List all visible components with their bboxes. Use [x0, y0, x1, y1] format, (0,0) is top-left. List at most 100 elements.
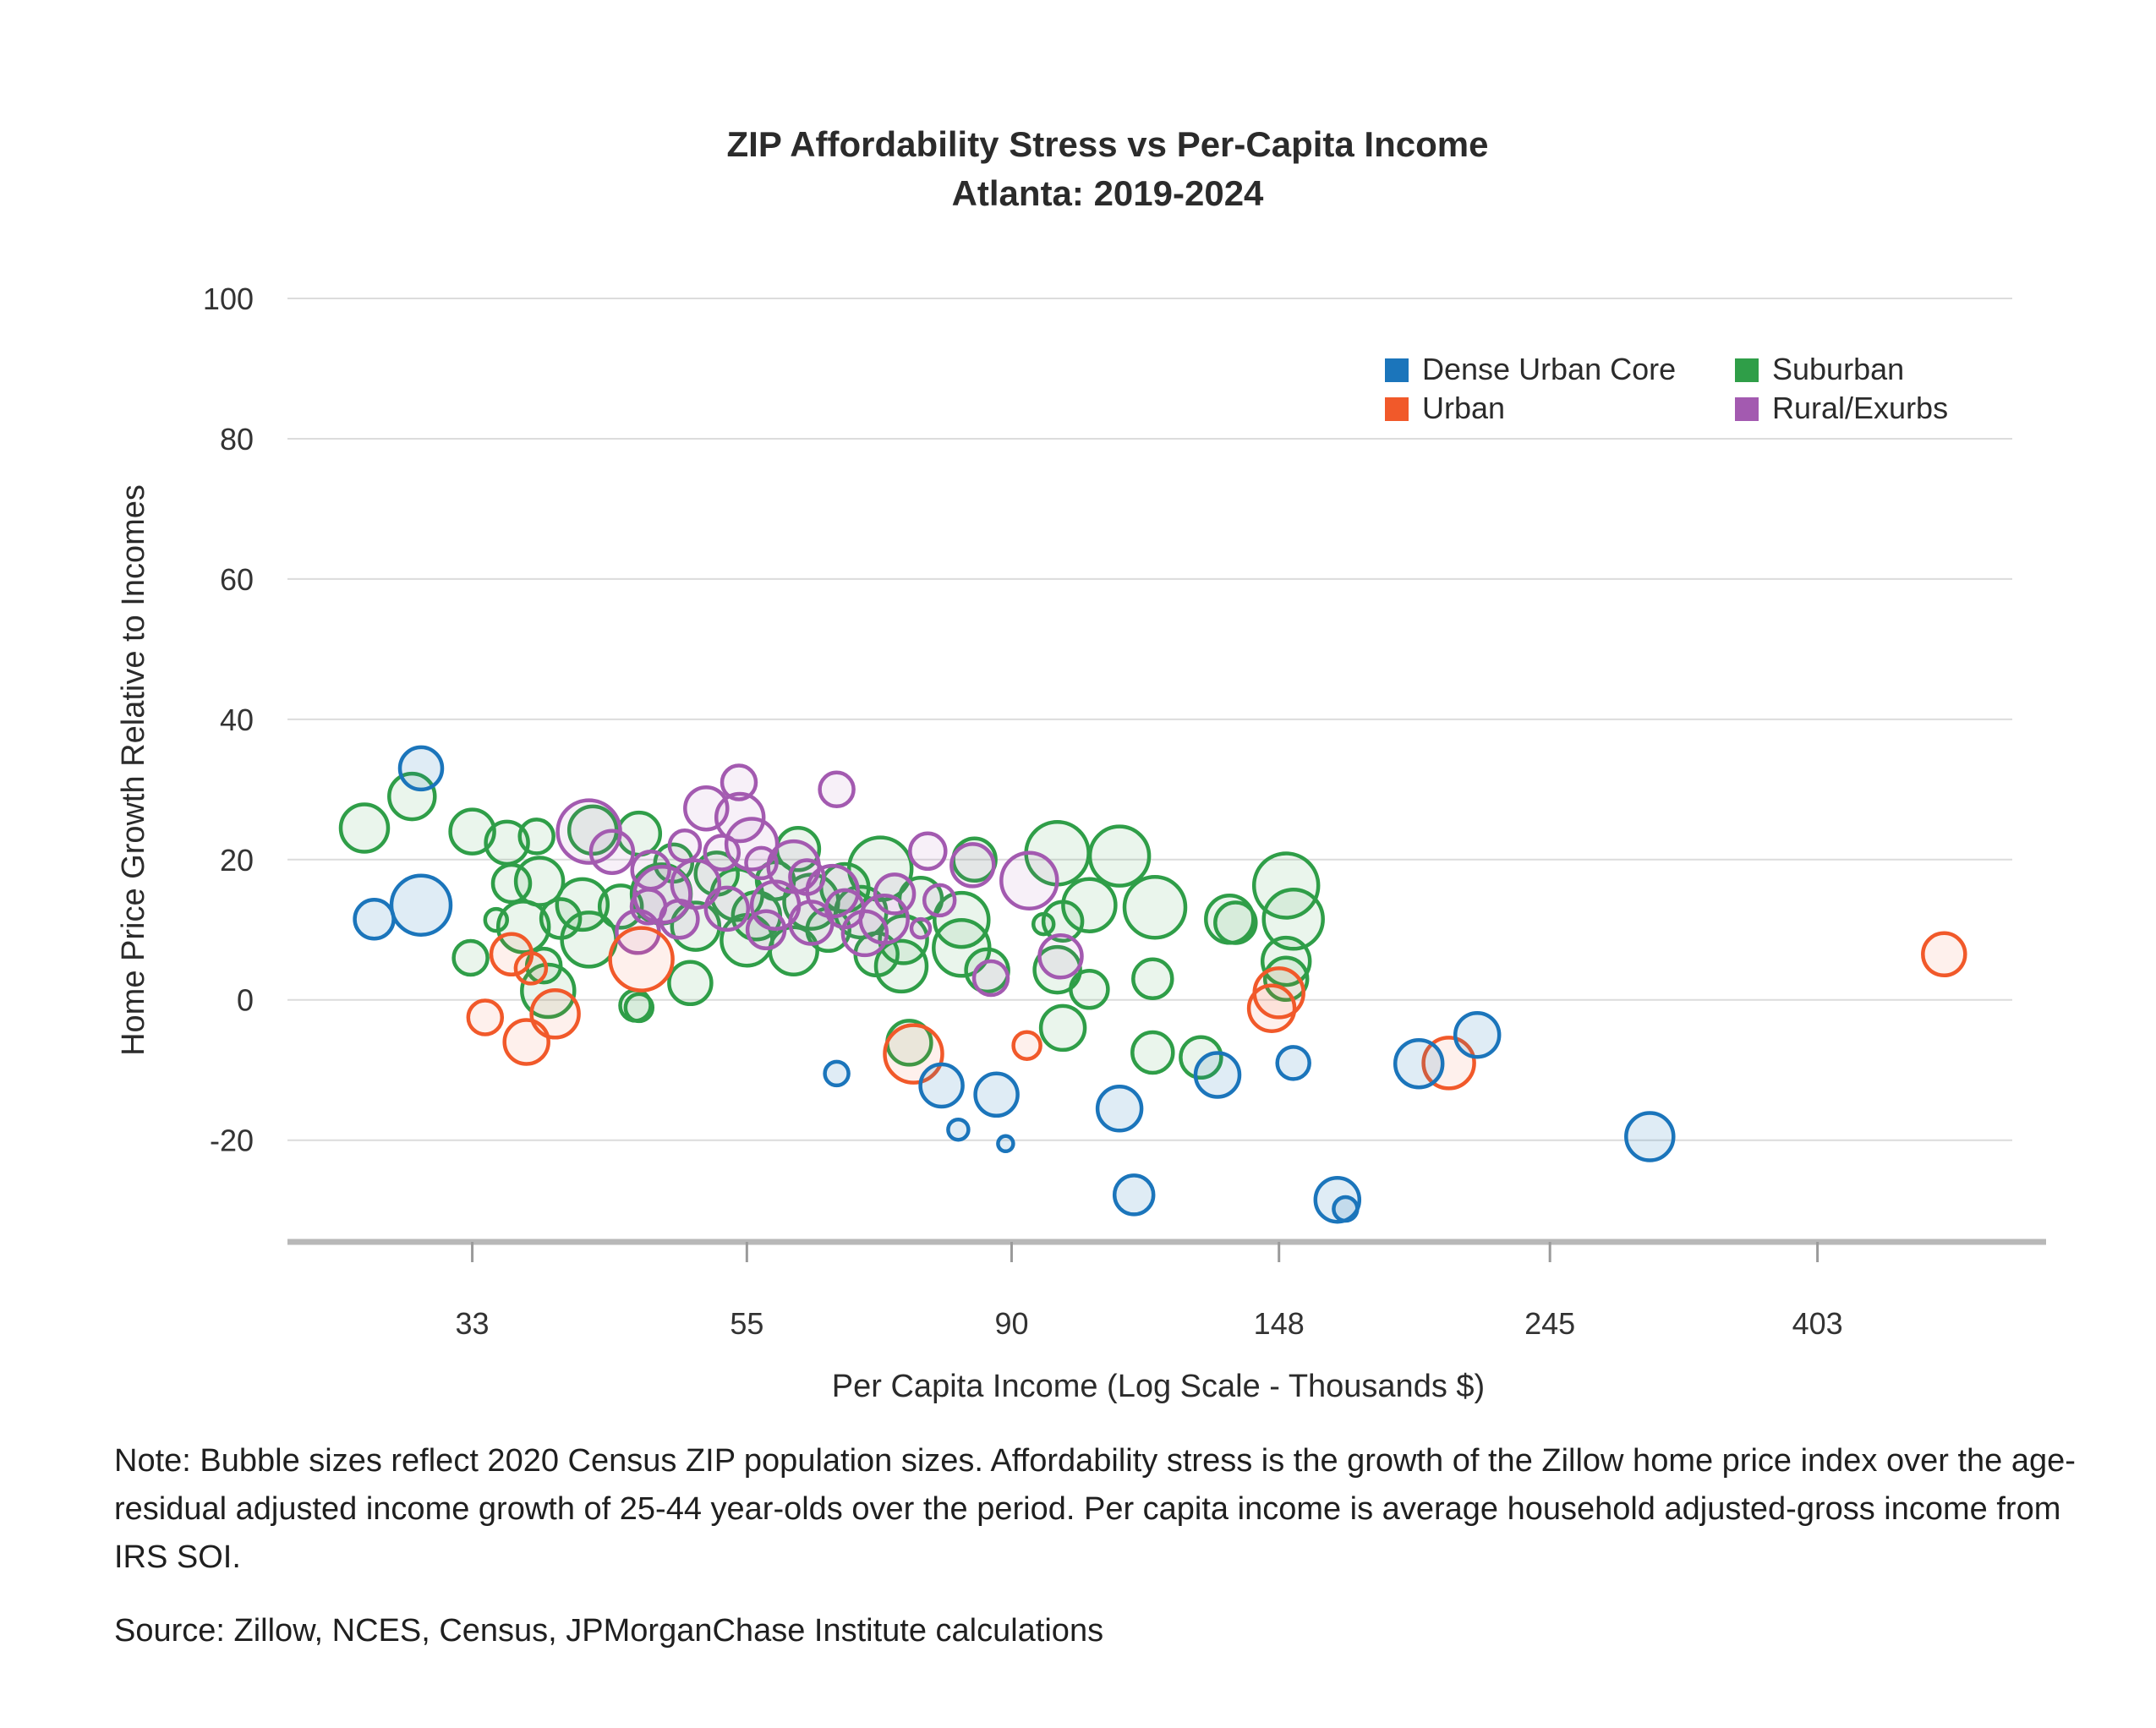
y-tick-label-100: 100	[203, 282, 254, 316]
bubble-suburban	[873, 938, 929, 994]
y-axis-title: Home Price Growth Relative to Incomes	[116, 484, 151, 1056]
y-tick-label--20: -20	[210, 1124, 254, 1158]
x-tick-label-55: 55	[730, 1306, 763, 1341]
legend-swatch-suburban	[1735, 358, 1759, 382]
bubble-suburban	[1032, 944, 1082, 995]
bubble-suburban	[1122, 874, 1188, 940]
bubble-duc	[996, 1134, 1015, 1154]
bubble-rural	[922, 883, 957, 918]
bubble-urban	[1921, 931, 1967, 978]
footnote: Note: Bubble sizes reflect 2020 Census Z…	[114, 1443, 2076, 1575]
bubble-suburban	[667, 960, 714, 1007]
legend-label-suburban: Suburban	[1772, 352, 1904, 386]
bubble-suburban	[387, 771, 437, 822]
bubble-duc	[1275, 1045, 1311, 1081]
legend-label-rural: Rural/Exurbs	[1772, 391, 1948, 425]
bubble-rural	[909, 916, 933, 940]
bubble-urban	[529, 988, 581, 1040]
bubble-suburban	[964, 947, 1010, 994]
bubble-suburban	[517, 818, 555, 856]
bubble-suburban	[1038, 1003, 1087, 1053]
bubble-duc	[918, 1062, 965, 1109]
bubble-suburban	[1260, 935, 1312, 987]
y-tick-label-0: 0	[237, 983, 254, 1018]
bubble-urban	[513, 951, 549, 986]
bubble-duc	[1624, 1111, 1676, 1162]
bubble-suburban	[451, 938, 490, 977]
bubble-duc	[353, 898, 396, 941]
bubble-rural	[720, 763, 758, 801]
bubble-suburban	[1179, 1035, 1223, 1080]
bubble-suburban	[1131, 957, 1174, 1001]
y-tick-label-40: 40	[220, 703, 254, 737]
bubble-duc	[1393, 1037, 1445, 1090]
bubble-rural	[805, 863, 860, 919]
chart-subtitle: Atlanta: 2019-2024	[952, 173, 1264, 213]
bubble-rural	[683, 785, 730, 832]
bubble-suburban	[560, 910, 618, 969]
bubble-rural	[788, 858, 826, 896]
legend: Dense Urban Core Urban Suburban Rural/Exurb…	[1385, 352, 1948, 425]
x-axis-ticks: 33 55 90 148 245 403	[456, 1242, 1843, 1341]
bubble-duc	[397, 745, 445, 792]
bubble-rural	[971, 959, 1010, 998]
gridlines	[287, 298, 2046, 1245]
bubble-rural	[630, 849, 671, 891]
source-line: Source: Zillow, NCES, Census, JPMorganCh…	[114, 1613, 1104, 1649]
legend-label-duc: Dense Urban Core	[1422, 352, 1676, 386]
bubble-duc	[1193, 1051, 1242, 1099]
bubble-duc	[1095, 1085, 1144, 1133]
bubble-suburban	[483, 906, 510, 933]
y-tick-label-60: 60	[220, 562, 254, 597]
bubble-series	[338, 745, 1967, 1224]
bubble-urban	[1011, 1030, 1042, 1061]
y-axis-tick-labels: 100 80 60 40 20 0 -20	[203, 282, 254, 1158]
bubble-duc	[389, 873, 453, 937]
x-tick-label-90: 90	[994, 1306, 1028, 1341]
bubble-suburban	[1087, 824, 1152, 888]
bubble-suburban	[338, 802, 391, 854]
bubble-suburban	[1069, 969, 1110, 1010]
bubble-suburban	[1130, 1030, 1175, 1075]
x-tick-label-33: 33	[456, 1306, 490, 1341]
y-tick-label-20: 20	[220, 843, 254, 878]
bubble-rural	[703, 834, 741, 872]
bubble-rural	[818, 770, 856, 809]
bubble-duc	[1453, 1010, 1502, 1059]
bubble-suburban	[555, 877, 610, 932]
bubble-urban	[466, 998, 505, 1036]
bubble-rural	[745, 909, 787, 951]
bubble-suburban	[1061, 877, 1118, 933]
bubble-rural	[588, 828, 636, 875]
legend-swatch-duc	[1385, 358, 1409, 382]
legend-label-urban: Urban	[1422, 391, 1505, 425]
bubble-rural	[744, 845, 779, 881]
bubble-rural	[908, 831, 948, 872]
x-tick-label-403: 403	[1792, 1306, 1843, 1341]
bubble-suburban	[1031, 911, 1056, 937]
bubble-suburban	[448, 807, 496, 856]
x-axis-title: Per Capita Income (Log Scale - Thousands…	[832, 1369, 1485, 1404]
bubble-duc	[823, 1059, 851, 1088]
bubble-suburban	[618, 988, 653, 1023]
x-tick-label-245: 245	[1524, 1306, 1575, 1341]
x-tick-label-148: 148	[1254, 1306, 1305, 1341]
bubble-urban	[1246, 983, 1297, 1033]
bubble-urban	[608, 926, 675, 993]
chart-title: ZIP Affordability Stress vs Per-Capita I…	[727, 124, 1489, 164]
legend-swatch-urban	[1385, 397, 1409, 421]
legend-swatch-rural	[1735, 397, 1759, 421]
bubble-suburban	[1213, 900, 1258, 945]
bubble-rural	[949, 842, 996, 889]
bubble-rural	[858, 894, 910, 945]
bubble-duc	[1112, 1173, 1156, 1217]
bubble-rural	[1037, 933, 1084, 980]
bubble-duc	[973, 1071, 1020, 1118]
bubble-suburban	[1261, 888, 1325, 951]
y-tick-label-80: 80	[220, 422, 254, 457]
bubble-rural	[659, 899, 700, 940]
bubble-rural	[999, 850, 1059, 910]
bubble-duc	[946, 1117, 971, 1142]
